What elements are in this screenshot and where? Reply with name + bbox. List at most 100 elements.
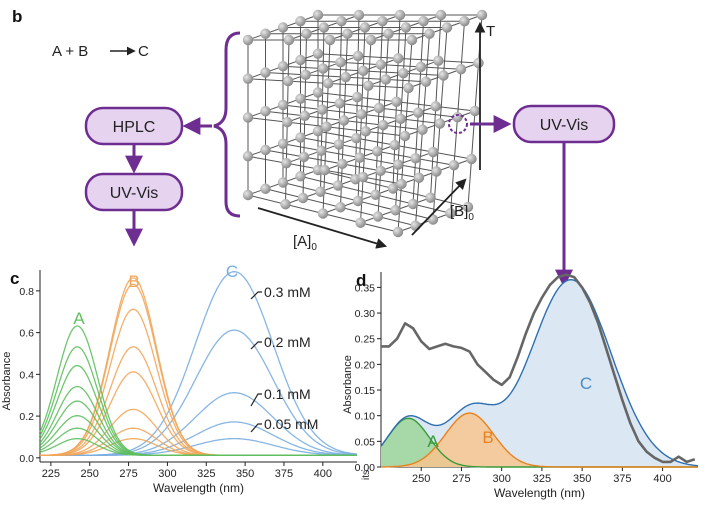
sample-sphere (342, 28, 353, 39)
sample-sphere (316, 145, 327, 156)
chart-c-x-tick-label: 275 (119, 468, 137, 480)
sample-sphere (317, 63, 329, 74)
sample-sphere (433, 55, 444, 66)
sample-sphere (373, 102, 385, 114)
sample-sphere (299, 110, 310, 122)
peak-label-b-c: B (128, 272, 139, 291)
chart-c-x-axis-label: Wavelength (nm) (153, 481, 244, 495)
sample-sphere (318, 22, 330, 33)
curly-brace (213, 31, 241, 218)
sample-sphere (282, 116, 293, 128)
peak-label-b-d: B (482, 428, 493, 447)
chart-d-y-tick-label: 0.15 (355, 385, 376, 397)
sample-sphere (337, 158, 348, 170)
sample-sphere (372, 211, 384, 222)
axis-a-arrow (257, 207, 388, 249)
chart-d-y-tick-label: 0.05 (355, 436, 376, 448)
sample-sphere (378, 119, 389, 131)
sample-sphere (242, 73, 254, 84)
chart-c-x-tick-label: 300 (158, 468, 176, 480)
sample-sphere (312, 126, 324, 137)
sample-sphere (407, 198, 419, 210)
sample-sphere (430, 101, 441, 112)
chart-c-x-tick-label: 400 (314, 468, 332, 480)
reaction-equation: A + B C (52, 43, 149, 60)
sample-sphere (298, 151, 310, 163)
spectrum-line-a (39, 364, 357, 456)
sample-sphere (315, 186, 326, 197)
chart-d-x-tick-label: 275 (452, 473, 470, 485)
panel-d: d 250 275 300 325 350 375 400 0.00 0.05 0.10 0.15 0… (342, 271, 699, 500)
conc-label-3: 0.05 mM (264, 416, 318, 432)
sample-sphere (354, 152, 365, 163)
sample-sphere (389, 139, 400, 151)
chart-d-x-tick-label: 300 (493, 473, 511, 485)
sample-sphere (312, 87, 324, 98)
sample-sphere (455, 64, 467, 75)
chart-d-x-tick-label: 250 (412, 473, 430, 485)
sample-sphere (398, 67, 409, 79)
fit-fill-b (381, 413, 698, 467)
sample-sphere (323, 78, 334, 89)
chart-d-y-tick-label: 0.20 (355, 359, 376, 371)
sample-sphere (242, 34, 254, 46)
chart-c-x-tick-label: 325 (197, 468, 215, 480)
fit-line-total (380, 278, 699, 467)
sample-sphere (395, 113, 406, 125)
sample-sphere (392, 226, 404, 238)
chart-d-y-tick-label: 0.25 (355, 334, 376, 346)
sample-sphere (353, 9, 365, 21)
sample-sphere (452, 112, 463, 123)
sample-sphere (375, 165, 386, 177)
sample-sphere (434, 118, 446, 129)
axis-b-label: [B]0 (450, 203, 474, 223)
sample-sphere (317, 208, 329, 219)
sample-sphere (392, 159, 404, 170)
peak-label-c-c: C (226, 262, 238, 281)
sample-sphere (260, 67, 271, 78)
sample-sphere (295, 54, 306, 66)
sample-sphere (448, 160, 460, 171)
sample-sphere (352, 50, 364, 62)
sample-sphere (370, 189, 381, 200)
sample-sphere (355, 217, 366, 228)
sample-sphere (295, 16, 306, 27)
sample-sphere (445, 208, 456, 219)
sample-sphere (377, 16, 388, 27)
sample-sphere (375, 59, 386, 70)
sample-sphere (363, 80, 374, 91)
sample-sphere (399, 130, 411, 142)
sample-sphere (295, 93, 306, 104)
axis-t-label: T (486, 23, 495, 40)
panel-b-label: b (12, 7, 22, 26)
sample-sphere (280, 199, 291, 210)
sample-sphere (396, 178, 407, 190)
sample-sphere (333, 139, 345, 150)
sample-sphere (295, 132, 306, 143)
sample-sphere (424, 28, 435, 39)
sample-sphere (441, 22, 453, 33)
sample-sphere (277, 177, 289, 188)
sample-sphere (312, 9, 324, 21)
sample-sphere (365, 34, 377, 46)
sample-sphere (438, 70, 449, 81)
sample-sphere (418, 16, 429, 27)
sample-sphere (242, 112, 254, 123)
sample-sphere (338, 115, 350, 126)
reaction-product: C (138, 43, 149, 60)
concentration-labels: 0.3 mM 0.2 mM 0.1 mM 0.05 mM (250, 284, 318, 433)
sample-sphere (360, 126, 371, 137)
conc-leader-0 (250, 291, 262, 300)
sample-sphere (260, 28, 271, 39)
sample-sphere (427, 146, 439, 158)
sample-sphere (435, 9, 447, 21)
sample-sphere (277, 138, 289, 149)
conc-leader-1 (250, 341, 262, 350)
chart-c-x-tick-label: 375 (275, 468, 293, 480)
sample-sphere (332, 180, 344, 191)
sample-sphere (300, 69, 311, 81)
sample-sphere (462, 201, 474, 213)
sample-sphere (417, 124, 428, 135)
uv-vis-right-label: UV-Vis (540, 117, 589, 134)
sample-sphere (301, 28, 312, 39)
